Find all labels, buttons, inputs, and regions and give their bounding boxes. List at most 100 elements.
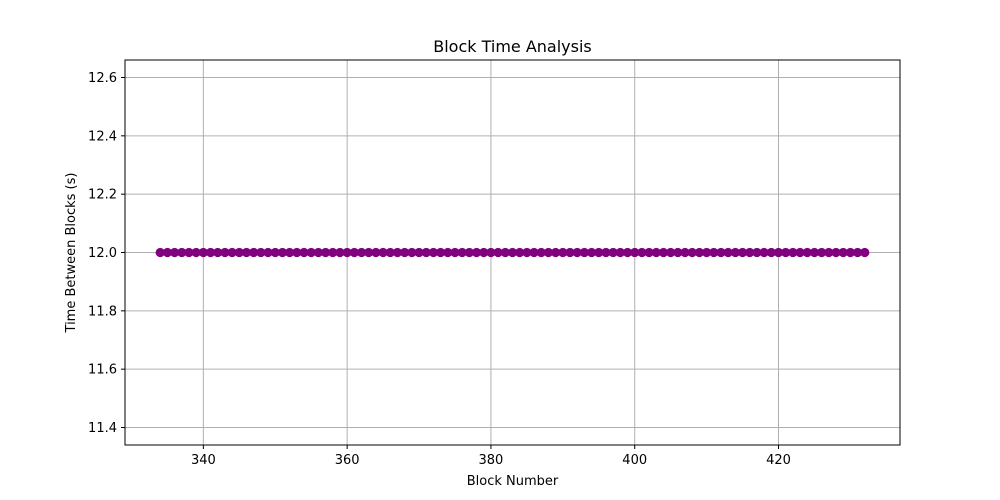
data-point [162, 247, 173, 258]
data-point [436, 247, 446, 258]
data-point [759, 247, 769, 258]
data-point [205, 247, 216, 258]
data-point [400, 247, 410, 258]
y-tick-label: 12.4 [88, 129, 117, 144]
data-point [622, 247, 633, 258]
data-point [594, 247, 604, 258]
data-point [392, 247, 403, 258]
data-point [752, 247, 762, 258]
x-tick-label: 420 [766, 453, 791, 468]
y-tick-label: 12.6 [88, 71, 117, 86]
x-tick-label: 400 [622, 453, 647, 468]
data-point [378, 247, 388, 258]
data-point [320, 247, 331, 258]
data-point [637, 247, 647, 258]
data-point [515, 247, 525, 258]
data-point [443, 247, 453, 258]
data-point [335, 247, 345, 258]
data-point [809, 247, 820, 258]
data-point [658, 247, 669, 258]
data-point [838, 247, 848, 258]
data-point [673, 247, 683, 258]
data-point [191, 247, 201, 258]
data-point [773, 247, 784, 258]
data-point [723, 247, 733, 258]
data-point [824, 247, 834, 258]
data-point [709, 247, 719, 258]
data-point [543, 247, 554, 258]
data-point [666, 247, 676, 258]
data-point [788, 247, 798, 258]
data-point [471, 247, 482, 258]
data-point [551, 247, 561, 258]
data-point [558, 247, 568, 258]
data-point [831, 247, 841, 258]
data-point [852, 247, 863, 258]
data-point [737, 247, 748, 258]
x-tick-label: 360 [335, 453, 360, 468]
data-point [802, 247, 812, 258]
data-point [817, 247, 827, 258]
data-point [464, 247, 474, 258]
data-point [385, 247, 395, 258]
data-point [781, 247, 791, 258]
data-point [500, 247, 510, 258]
data-point [177, 247, 187, 258]
data-point [730, 247, 740, 258]
x-tick-label: 380 [479, 453, 504, 468]
data-point [299, 247, 309, 258]
data-point [630, 247, 640, 258]
data-point [249, 247, 259, 258]
data-point [256, 247, 266, 258]
data-point [421, 247, 431, 258]
data-point [198, 247, 208, 258]
data-point [342, 247, 352, 258]
data-point [428, 247, 439, 258]
data-point [716, 247, 726, 258]
data-point [328, 247, 338, 258]
data-point [414, 247, 424, 258]
data-point [292, 247, 302, 258]
data-point [184, 247, 194, 258]
x-axis-ticks: 340 360 380 400 420 [191, 445, 791, 468]
y-tick-label: 12.0 [88, 246, 117, 261]
data-point [457, 247, 467, 258]
data-point [522, 247, 532, 258]
data-point [285, 247, 295, 258]
data-point [263, 247, 273, 258]
data-point [565, 247, 575, 258]
data-point [586, 247, 597, 258]
data-point [608, 247, 618, 258]
data-point [349, 247, 359, 258]
data-point [687, 247, 697, 258]
data-point [845, 247, 855, 258]
y-axis-label: Time Between Blocks (s) [64, 173, 79, 334]
data-point [450, 247, 460, 258]
data-point [680, 247, 690, 258]
data-point [277, 247, 288, 258]
data-point [407, 247, 417, 258]
data-point [234, 247, 244, 258]
data-point [356, 247, 367, 258]
data-point [270, 247, 280, 258]
y-axis-ticks: 11.4 11.6 11.8 12.0 12.2 12.4 12.6 [88, 71, 125, 436]
data-point [694, 247, 705, 258]
x-tick-label: 340 [191, 453, 216, 468]
data-point [493, 247, 503, 258]
data-point [213, 247, 223, 258]
gridlines [125, 60, 900, 445]
data-point [579, 247, 589, 258]
y-tick-label: 12.2 [88, 188, 117, 203]
y-tick-label: 11.4 [88, 421, 117, 436]
data-point [155, 247, 165, 258]
y-tick-label: 11.8 [88, 304, 117, 319]
data-point [615, 247, 625, 258]
data-point [507, 247, 518, 258]
data-point [371, 247, 381, 258]
data-point [227, 247, 237, 258]
data-point [479, 247, 489, 258]
x-axis-label: Block Number [467, 474, 559, 489]
data-point [766, 247, 776, 258]
data-point [572, 247, 582, 258]
